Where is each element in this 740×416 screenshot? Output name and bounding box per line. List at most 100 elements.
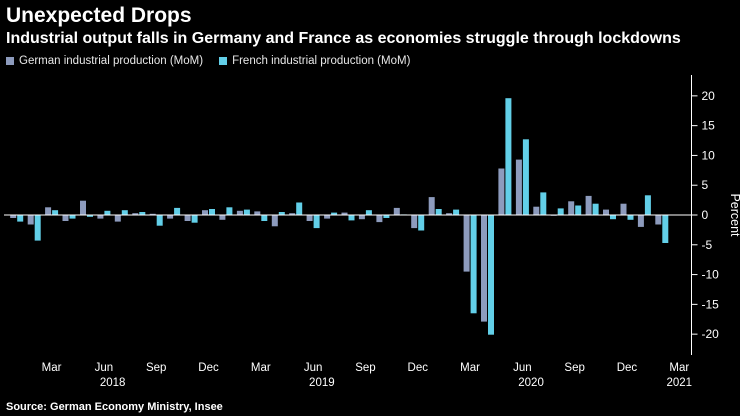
french-bar: [470, 214, 477, 313]
chart-title: Unexpected Drops: [6, 4, 192, 27]
french-bar: [435, 208, 442, 215]
year-label: 2018: [100, 377, 126, 389]
german-bar: [498, 168, 505, 215]
german-bar: [533, 206, 540, 215]
french-bar: [52, 209, 59, 215]
french-bar: [226, 206, 233, 215]
french-bar: [365, 209, 372, 215]
french-bar: [34, 214, 41, 241]
french-bar: [540, 191, 547, 215]
german-bar: [236, 210, 243, 215]
german-bar: [585, 195, 592, 215]
french-bar: [139, 211, 146, 215]
legend-swatch-germany: [6, 56, 14, 65]
german-bar: [271, 214, 278, 226]
french-bar: [383, 214, 390, 218]
german-bar: [10, 214, 17, 218]
year-label: 2020: [518, 377, 544, 389]
chart-canvas: 20 15 10 5 0 -5 -10 -15 -20 Percent Mar Jun Sep Dec Ma…: [4, 74, 740, 389]
german-bar: [655, 214, 662, 225]
y-tick-label: -5: [702, 237, 713, 251]
y-tick-label: 20: [702, 88, 716, 102]
french-bar: [313, 214, 320, 228]
german-bar: [184, 214, 191, 221]
german-bar: [481, 214, 487, 322]
german-bar: [376, 214, 383, 222]
french-bar: [575, 205, 582, 215]
german-bar: [97, 214, 104, 219]
french-bar: [592, 203, 599, 215]
french-bar: [104, 210, 111, 215]
french-bar: [488, 214, 494, 335]
x-tick-label: Dec: [617, 362, 638, 374]
chart-header: Unexpected Drops Industrial output falls…: [0, 0, 740, 67]
german-bar: [324, 214, 331, 219]
german-bar: [341, 212, 348, 215]
x-tick-label: Mar: [251, 362, 271, 374]
french-bar: [505, 97, 512, 215]
german-bar: [446, 212, 453, 215]
french-bar: [174, 207, 181, 215]
x-tick-label: Jun: [513, 362, 532, 374]
french-bar: [191, 214, 198, 223]
y-tick-label: 5: [702, 178, 709, 192]
bar-chart: 20 15 10 5 0 -5 -10 -15 -20 Percent Mar Jun Sep Dec Ma…: [0, 69, 740, 399]
y-tick-label: 0: [702, 208, 709, 222]
french-bar: [261, 214, 268, 221]
x-tick-label: Jun: [95, 362, 114, 374]
year-label: 2019: [309, 377, 335, 389]
x-tick-label: Jun: [304, 362, 323, 374]
german-bar: [202, 209, 208, 215]
french-bar: [522, 138, 529, 215]
legend-item-france: French industrial production (MoM): [219, 55, 410, 67]
french-bar: [610, 214, 616, 219]
french-bar: [348, 214, 355, 220]
french-bar: [243, 209, 250, 215]
german-bar: [132, 212, 139, 215]
german-bar: [603, 209, 609, 215]
french-bar: [121, 209, 128, 215]
german-bar: [515, 159, 522, 215]
german-bar: [393, 207, 400, 215]
german-bar: [62, 214, 69, 221]
german-bar: [114, 214, 121, 222]
french-bar: [156, 214, 163, 226]
x-tick-label: Sep: [146, 362, 166, 374]
french-bar: [17, 214, 24, 222]
legend: German industrial production (MoM) Frenc…: [6, 55, 740, 67]
german-bar: [637, 214, 644, 227]
y-tick-label: -15: [702, 297, 720, 311]
x-tick-label: Mar: [460, 362, 480, 374]
german-bar: [27, 214, 34, 225]
german-bar: [254, 210, 261, 215]
german-bar: [149, 213, 156, 215]
german-bar: [463, 214, 470, 272]
legend-label-germany: German industrial production (MoM): [19, 54, 204, 67]
german-bar: [219, 214, 226, 220]
y-axis-title: Percent: [728, 193, 740, 237]
french-bar: [296, 202, 303, 215]
french-bar: [627, 214, 634, 220]
french-bar: [644, 194, 651, 215]
y-tick-label: -20: [702, 327, 720, 341]
legend-item-germany: German industrial production (MoM): [6, 55, 203, 67]
german-bar: [620, 203, 627, 215]
x-tick-label: Dec: [198, 362, 219, 374]
german-bar: [428, 196, 435, 215]
legend-label-france: French industrial production (MoM): [232, 54, 411, 67]
legend-swatch-france: [219, 56, 228, 65]
german-bar: [45, 206, 52, 215]
x-tick-label: Mar: [42, 362, 62, 374]
year-label: 2021: [666, 377, 692, 389]
french-bar: [69, 214, 76, 219]
german-bar: [358, 214, 365, 219]
x-tick-label: Dec: [408, 362, 429, 374]
x-tick-label: Sep: [355, 362, 375, 374]
german-bar: [306, 214, 313, 221]
french-bar: [418, 214, 425, 231]
french-bar: [453, 209, 460, 215]
source-note: Source: German Economy Ministry, Insee: [6, 400, 223, 413]
german-bar: [411, 214, 418, 228]
french-bar: [87, 214, 93, 217]
